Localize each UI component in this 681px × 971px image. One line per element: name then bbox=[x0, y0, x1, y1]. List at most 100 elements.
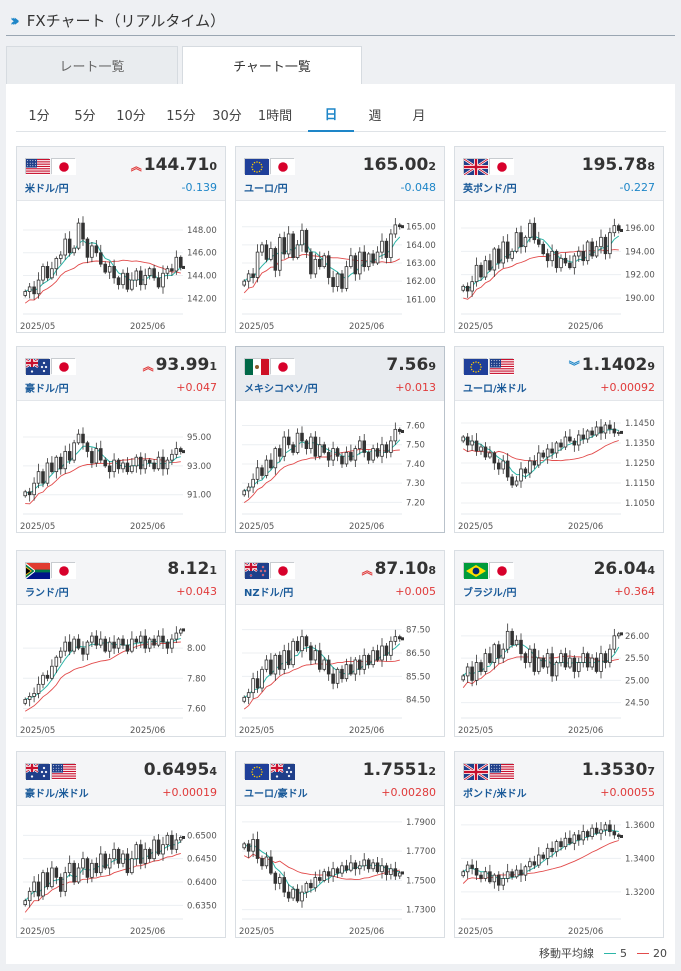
tab-rate-list[interactable]: レート一覧 bbox=[6, 46, 178, 84]
candlestick-chart[interactable]: 87.50 86.50 85.50 84.50 2025/05 2025/06 bbox=[236, 606, 446, 738]
period-tab-5[interactable]: 1時間 bbox=[257, 108, 293, 124]
current-price: ︾ 1.1402 9 bbox=[569, 355, 655, 375]
candle-body bbox=[545, 847, 550, 859]
chart-card-zarjpy[interactable]: ランド/円 8.12 1 +0.043 8.00 7.80 7.60 2025/05 2… bbox=[16, 550, 226, 737]
period-tab-6[interactable]: 日 bbox=[308, 96, 354, 132]
flag-au-icon bbox=[25, 358, 50, 375]
candle-body bbox=[532, 648, 537, 672]
candlestick-chart[interactable]: 165.00 164.00 163.00 162.00 161.00 2025/05 202… bbox=[236, 202, 446, 334]
currency-pair-label[interactable]: ユーロ/米ドル bbox=[463, 384, 527, 395]
flag-jp-icon bbox=[51, 562, 76, 579]
chart-card-gbpjpy[interactable]: 英ポンド/円 195.78 8 -0.227 196.00 194.00 192.0… bbox=[454, 146, 664, 333]
candle-body bbox=[161, 456, 165, 470]
candle-body bbox=[165, 268, 170, 274]
price-last-digit: 9 bbox=[647, 360, 655, 373]
chart-card-usdjpy[interactable]: 米ドル/円 ︽ 144.71 0 -0.139 148.00 146.00 144.… bbox=[16, 146, 226, 333]
candle-body bbox=[318, 258, 322, 268]
candle-body bbox=[63, 641, 67, 652]
period-selector: 1分 5分 10分 15分 30分 1時間日週 月 bbox=[16, 96, 666, 132]
candle-body bbox=[318, 444, 322, 457]
candle-body bbox=[170, 638, 174, 649]
candle-body bbox=[36, 683, 41, 694]
candle-body bbox=[585, 653, 590, 668]
period-tab-1[interactable]: 5分 bbox=[74, 108, 96, 124]
candle-body bbox=[608, 424, 612, 430]
candle-body bbox=[510, 476, 514, 486]
candle-body bbox=[174, 839, 179, 850]
candle-body bbox=[309, 882, 313, 889]
chart-card-gbpusd[interactable]: ポンド/米ドル 1.3530 7 +0.00055 1.3600 1.3400 1.… bbox=[454, 751, 664, 938]
candle-body bbox=[94, 635, 99, 646]
period-tab-7[interactable]: 週 bbox=[368, 108, 382, 124]
candle-body bbox=[519, 869, 523, 876]
flag-jp-icon bbox=[270, 358, 295, 375]
period-tab-0[interactable]: 1分 bbox=[28, 108, 50, 124]
price-change: -0.139 bbox=[181, 181, 217, 194]
candle-body bbox=[282, 877, 286, 893]
currency-pair-label[interactable]: ブラジル/円 bbox=[463, 588, 517, 599]
period-tab-2[interactable]: 10分 bbox=[116, 108, 146, 124]
candle-body bbox=[170, 453, 174, 461]
currency-pair-label[interactable]: ユーロ/円 bbox=[244, 184, 288, 195]
currency-pair-label[interactable]: NZドル/円 bbox=[244, 588, 294, 599]
currency-pair-label[interactable]: 豪ドル/米ドル bbox=[25, 789, 89, 800]
candle-body bbox=[537, 657, 541, 672]
chart-card-brljpy[interactable]: ブラジル/円 26.04 4 +0.364 26.00 25.50 25.00 24.… bbox=[454, 550, 664, 737]
candle-body bbox=[545, 253, 550, 262]
currency-pair-label[interactable]: ポンド/米ドル bbox=[463, 789, 527, 800]
chart-card-audjpy[interactable]: 豪ドル/円 ︽ 93.99 1 +0.047 95.00 93.00 91.00 20… bbox=[16, 346, 226, 533]
currency-pair-label[interactable]: 豪ドル/円 bbox=[25, 384, 69, 395]
chart-card-nzdjpy[interactable]: NZドル/円 ︽ 87.10 8 +0.005 87.50 86.50 85.50 8… bbox=[235, 550, 445, 737]
candle-body bbox=[326, 659, 331, 675]
y-tick-label: 85.50 bbox=[406, 672, 430, 682]
flag-jp-icon bbox=[489, 562, 514, 579]
candlestick-chart[interactable]: 196.00 194.00 192.00 190.00 2025/05 2025/06 bbox=[455, 202, 665, 334]
candlestick-chart[interactable]: 26.00 25.50 25.00 24.50 2025/05 2025/06 bbox=[455, 606, 665, 738]
candlestick-chart[interactable]: 0.6500 0.6450 0.6400 0.6350 2025/05 2025/06 bbox=[17, 807, 227, 939]
flag-us-icon bbox=[51, 763, 76, 780]
candle-body bbox=[147, 638, 152, 649]
price-main: 144.71 bbox=[143, 155, 210, 175]
candle-body bbox=[67, 641, 72, 652]
candlestick-chart[interactable]: 148.00 146.00 144.00 142.00 2025/05 2025/06 bbox=[17, 202, 227, 334]
tab-chart-list[interactable]: チャート一覧 bbox=[182, 46, 362, 84]
chart-card-eurusd[interactable]: ユーロ/米ドル ︾ 1.1402 9 +0.00092 1.1450 1.1350… bbox=[454, 346, 664, 533]
candle-body bbox=[23, 291, 27, 296]
currency-pair-label[interactable]: メキシコペソ/円 bbox=[244, 384, 318, 395]
chart-card-audusd[interactable]: 豪ドル/米ドル 0.6495 4 +0.00019 0.6500 0.6450 0.… bbox=[16, 751, 226, 938]
candle-body bbox=[616, 834, 621, 837]
currency-pair-label[interactable]: ユーロ/豪ドル bbox=[244, 789, 308, 800]
candle-body bbox=[251, 478, 255, 488]
y-tick-label: 1.1350 bbox=[625, 439, 655, 449]
price-last-digit: 0 bbox=[209, 160, 217, 173]
candlestick-chart[interactable]: 1.7900 1.7700 1.7500 1.7300 2025/05 2025/06 bbox=[236, 807, 446, 939]
candle-body bbox=[335, 273, 340, 287]
candle-body bbox=[612, 428, 617, 434]
candle-body bbox=[470, 281, 474, 292]
flag-br-icon bbox=[463, 562, 488, 579]
candlestick-chart[interactable]: 95.00 93.00 91.00 2025/05 2025/06 bbox=[17, 402, 227, 534]
price-last-digit: 8 bbox=[428, 564, 436, 577]
candlestick-chart[interactable]: 7.60 7.50 7.40 7.30 7.20 2025/05 2025/06 bbox=[236, 402, 446, 534]
period-tab-3[interactable]: 15分 bbox=[166, 108, 196, 124]
ma20-line bbox=[24, 259, 181, 304]
candle-body bbox=[286, 650, 291, 666]
y-tick-label: 194.00 bbox=[625, 247, 655, 257]
chart-card-eurjpy[interactable]: ユーロ/円 165.00 2 -0.048 165.00 164.00 163.00… bbox=[235, 146, 445, 333]
period-tab-8[interactable]: 月 bbox=[412, 108, 426, 124]
currency-pair-label[interactable]: 米ドル/円 bbox=[25, 184, 69, 195]
candlestick-chart[interactable]: 8.00 7.80 7.60 2025/05 2025/06 bbox=[17, 606, 227, 738]
candle-body bbox=[380, 645, 384, 661]
currency-pair-label[interactable]: 英ポンド/円 bbox=[463, 184, 517, 195]
current-price: 195.78 8 bbox=[582, 155, 655, 175]
period-tab-4[interactable]: 30分 bbox=[212, 108, 242, 124]
chart-card-euraud[interactable]: ユーロ/豪ドル 1.7551 2 +0.00280 1.7900 1.7700 1.… bbox=[235, 751, 445, 938]
currency-pair-label[interactable]: ランド/円 bbox=[25, 588, 69, 599]
candlestick-chart[interactable]: 1.3600 1.3400 1.3200 2025/05 2025/06 bbox=[455, 807, 665, 939]
chart-card-mxnjpy[interactable]: メキシコペソ/円 7.56 9 +0.013 7.60 7.50 7.40 7.30 7… bbox=[235, 346, 445, 533]
candle-body bbox=[121, 638, 125, 646]
candlestick-chart[interactable]: 1.1450 1.1350 1.1250 1.1150 1.1050 2025/05 202… bbox=[455, 402, 665, 534]
candle-body bbox=[497, 874, 501, 886]
candle-body bbox=[94, 245, 99, 254]
candle-body bbox=[550, 250, 554, 262]
